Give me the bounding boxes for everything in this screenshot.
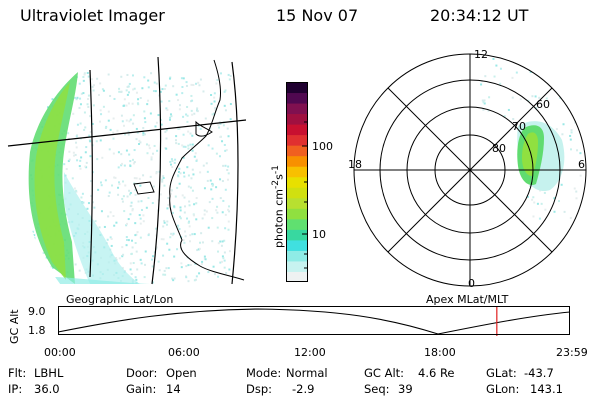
footer-door-label: Door:	[126, 366, 158, 380]
coastline	[133, 59, 245, 281]
instrument-title: Ultraviolet Imager	[20, 6, 165, 25]
footer-flt-value: LBHL	[34, 366, 64, 380]
time-tick-1800: 18:00	[424, 346, 456, 359]
footer-ip-label: IP:	[8, 382, 23, 396]
intensity-colorbar	[286, 82, 308, 282]
footer-seq-value: 39	[398, 382, 413, 396]
time-tick-1200: 12:00	[294, 346, 326, 359]
geographic-grid	[7, 56, 247, 285]
time-tick-2359: 23:59	[556, 346, 588, 359]
footer-gcalt-value: 4.6 Re	[418, 366, 455, 380]
time-label: 20:34:12 UT	[430, 6, 529, 25]
colorbar-tick-10: 10	[312, 228, 326, 241]
footer-dsp-value: -2.9	[292, 382, 315, 396]
footer-ip-value: 36.0	[34, 382, 60, 396]
footer-dsp-label: Dsp:	[246, 382, 273, 396]
footer-glat-label: GLat:	[486, 366, 517, 380]
footer-seq-label: Seq:	[364, 382, 390, 396]
mlt-label-0: 0	[468, 277, 475, 290]
colorbar-tick-100: 100	[312, 140, 333, 153]
footer-door-value: Open	[166, 366, 197, 380]
footer-glon-label: GLon:	[486, 382, 520, 396]
geographic-auroral-image	[7, 56, 248, 285]
footer-gcalt-label: GC Alt:	[364, 366, 405, 380]
lat-label-80: 80	[492, 142, 506, 155]
colorbar-gradient	[286, 82, 308, 282]
colorbar-ticks	[302, 121, 308, 269]
polar-mlat-mlt-plot	[353, 53, 587, 287]
altitude-curve	[58, 308, 570, 335]
mlt-label-18: 18	[348, 158, 362, 171]
lat-label-60: 60	[536, 98, 550, 111]
footer-mode-label: Mode:	[246, 366, 282, 380]
footer-mode-value: Normal	[286, 366, 328, 380]
footer-glat-value: -43.7	[524, 366, 554, 380]
altitude-tick-1-8: 1.8	[28, 324, 46, 337]
colorbar-units: photon cm-2s-1	[270, 165, 286, 248]
mlt-label-6: 6	[578, 158, 585, 171]
altitude-timeline	[58, 306, 570, 336]
footer-flt-label: Flt:	[8, 366, 27, 380]
altitude-tick-9: 9.0	[28, 305, 46, 318]
time-tick-0600: 06:00	[168, 346, 200, 359]
lat-label-70: 70	[512, 120, 526, 133]
time-tick-0000: 00:00	[44, 346, 76, 359]
auroral-band-bright	[34, 82, 70, 280]
mlt-label-12: 12	[474, 48, 488, 61]
date-label: 15 Nov 07	[276, 6, 359, 25]
right-map-label: Apex MLat/MLT	[426, 293, 509, 306]
footer-gain-label: Gain:	[126, 382, 157, 396]
footer-gain-value: 14	[166, 382, 181, 396]
polar-grid	[353, 53, 587, 287]
footer-glon-value: 143.1	[530, 382, 563, 396]
altitude-axis-label: GC Alt	[8, 309, 21, 344]
left-map-label: Geographic Lat/Lon	[66, 293, 174, 306]
